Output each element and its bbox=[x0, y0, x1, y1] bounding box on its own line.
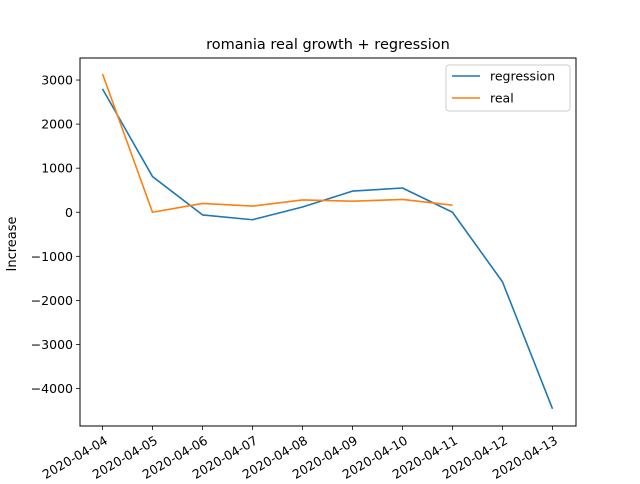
series-line-regression bbox=[101, 88, 554, 410]
plot-area-frame bbox=[79, 57, 577, 427]
y-tick-label: −1000 bbox=[31, 249, 73, 264]
y-tick-label: −3000 bbox=[31, 337, 73, 352]
y-tick-label: 0 bbox=[65, 205, 73, 220]
y-tick-label: 3000 bbox=[41, 73, 73, 88]
series-lines bbox=[101, 73, 554, 410]
y-tick-label: −2000 bbox=[31, 293, 73, 308]
y-tick-label: 1000 bbox=[41, 161, 73, 176]
y-tick-label: −4000 bbox=[31, 381, 73, 396]
chart-title: romania real growth + regression bbox=[206, 37, 450, 53]
series-line-real bbox=[101, 73, 453, 214]
legend: regression real bbox=[445, 64, 571, 112]
legend-label-regression: regression bbox=[490, 69, 555, 84]
legend-label-real: real bbox=[490, 91, 514, 106]
y-axis-ticks: −4000 −3000 −2000 −1000 0 1000 2000 3000 bbox=[31, 73, 80, 396]
y-axis-label: Increase bbox=[5, 216, 20, 271]
y-tick-label: 2000 bbox=[41, 117, 73, 132]
